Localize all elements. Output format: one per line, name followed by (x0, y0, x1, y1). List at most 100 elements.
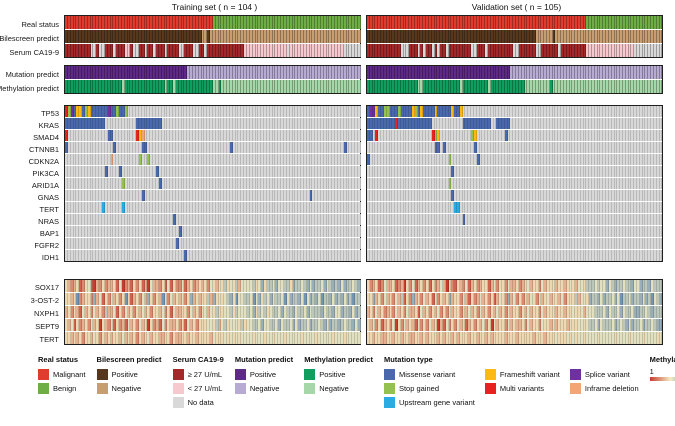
data-cell (192, 66, 196, 79)
data-cell (170, 293, 174, 305)
data-cell (338, 80, 341, 93)
data-cell (513, 214, 517, 225)
data-cell (244, 80, 247, 93)
data-cell (329, 16, 333, 29)
data-cell (476, 80, 480, 93)
data-cell (110, 319, 114, 331)
legend-swatch (38, 368, 49, 380)
data-cell (266, 30, 270, 43)
data-cell (190, 214, 193, 225)
data-cell (119, 66, 122, 79)
data-cell (594, 332, 598, 344)
data-cell (516, 280, 519, 292)
data-cell (224, 166, 228, 177)
data-cell (471, 190, 474, 201)
legend-group: Methylation predict Positive Negative (304, 355, 373, 395)
data-cell (255, 178, 259, 189)
row-label: TERT (39, 204, 59, 214)
data-cell (255, 106, 259, 117)
data-cell (343, 106, 347, 117)
data-cell (577, 190, 581, 201)
data-cell (549, 202, 553, 213)
data-cell (167, 154, 171, 165)
panel (64, 65, 361, 94)
data-cell (479, 306, 483, 318)
data-cell (295, 142, 299, 153)
data-cell (558, 118, 562, 129)
data-cell (99, 250, 102, 261)
data-cell (252, 142, 256, 153)
data-cell (269, 319, 273, 331)
data-cell (272, 106, 276, 117)
data-cell (600, 178, 604, 189)
data-cell (355, 214, 358, 225)
data-cell (420, 106, 424, 117)
data-cell (600, 30, 604, 43)
data-cell (426, 142, 429, 153)
data-cell (544, 66, 547, 79)
data-cell (434, 190, 438, 201)
data-cell (386, 178, 390, 189)
data-cell (195, 16, 199, 29)
data-cell (178, 293, 182, 305)
data-cell (572, 332, 576, 344)
data-cell (577, 106, 581, 117)
data-cell (569, 118, 573, 129)
data-cell (645, 80, 649, 93)
data-cell (252, 214, 256, 225)
row-label: ARID1A (31, 180, 59, 190)
data-cell (147, 250, 151, 261)
data-cell (620, 238, 623, 249)
data-cell (493, 66, 497, 79)
data-cell (592, 106, 595, 117)
data-cell (369, 238, 373, 249)
data-cell (589, 130, 592, 141)
data-cell (343, 142, 347, 153)
data-cell (510, 16, 514, 29)
data-cell (597, 293, 601, 305)
data-cell (65, 130, 68, 141)
data-cell (653, 66, 657, 79)
data-cell (580, 106, 584, 117)
data-cell (79, 16, 83, 29)
data-cell (527, 130, 531, 141)
data-cell (181, 130, 185, 141)
data-cell (167, 80, 171, 93)
data-cell (178, 306, 182, 318)
data-cell (221, 226, 225, 237)
data-cell (561, 214, 564, 225)
data-cell (119, 319, 122, 331)
data-cell (479, 130, 483, 141)
row-strip (65, 106, 361, 117)
data-cell (138, 238, 142, 249)
data-cell (468, 280, 472, 292)
data-cell (555, 80, 559, 93)
data-cell (580, 293, 584, 305)
data-cell (389, 280, 393, 292)
data-cell (465, 80, 469, 93)
data-cell (518, 202, 522, 213)
data-cell (552, 202, 556, 213)
data-cell (606, 319, 609, 331)
data-cell (252, 202, 256, 213)
data-cell (544, 106, 547, 117)
data-cell (210, 238, 213, 249)
data-cell (338, 106, 341, 117)
data-cell (538, 202, 542, 213)
data-cell (212, 178, 216, 189)
data-cell (329, 238, 333, 249)
data-cell (221, 80, 225, 93)
data-cell (161, 154, 165, 165)
data-cell (144, 238, 148, 249)
data-cell (420, 154, 424, 165)
data-cell (637, 30, 640, 43)
data-cell (357, 293, 361, 305)
data-cell (144, 306, 148, 318)
data-cell (99, 280, 102, 292)
data-cell (258, 118, 262, 129)
data-cell (372, 66, 376, 79)
data-cell (338, 142, 341, 153)
data-cell (104, 142, 108, 153)
data-cell (563, 202, 567, 213)
data-cell (318, 280, 321, 292)
